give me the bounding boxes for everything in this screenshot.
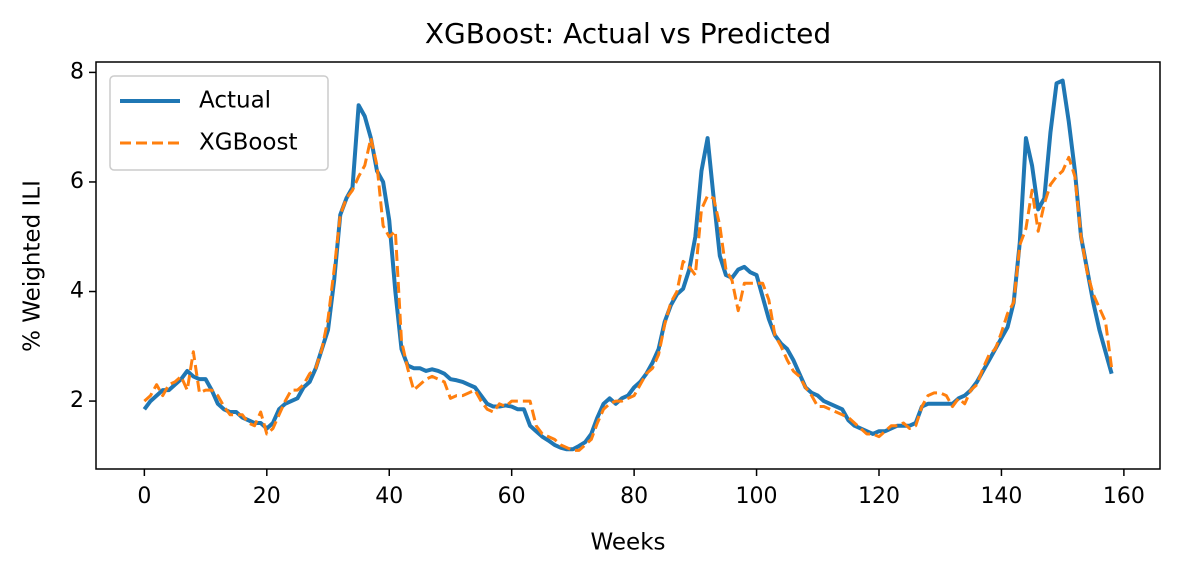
- series-line: [143, 136, 1114, 452]
- x-tick-label: 20: [253, 484, 281, 509]
- y-axis-label: % Weighted ILI: [20, 180, 46, 352]
- plot-frame: [95, 61, 1161, 470]
- x-tick-label: 80: [620, 484, 648, 509]
- x-tick-label: 0: [137, 484, 151, 509]
- x-tick-label: 140: [980, 484, 1022, 509]
- legend-label: Actual: [199, 88, 271, 114]
- y-tick-label: 4: [70, 279, 84, 304]
- y-tick-label: 2: [70, 388, 84, 413]
- legend-label: XGBoost: [199, 130, 298, 156]
- y-tick-label: 6: [70, 169, 84, 194]
- x-axis-label: Weeks: [591, 530, 666, 556]
- x-tick-label: 60: [498, 484, 526, 509]
- series-line: [142, 78, 1114, 452]
- x-tick-label: 160: [1103, 484, 1145, 509]
- x-tick-label: 120: [858, 484, 900, 509]
- y-tick-label: 8: [70, 59, 84, 84]
- x-tick-label: 100: [736, 484, 778, 509]
- x-tick-label: 40: [375, 484, 403, 509]
- chart-title: XGBoost: Actual vs Predicted: [425, 17, 831, 50]
